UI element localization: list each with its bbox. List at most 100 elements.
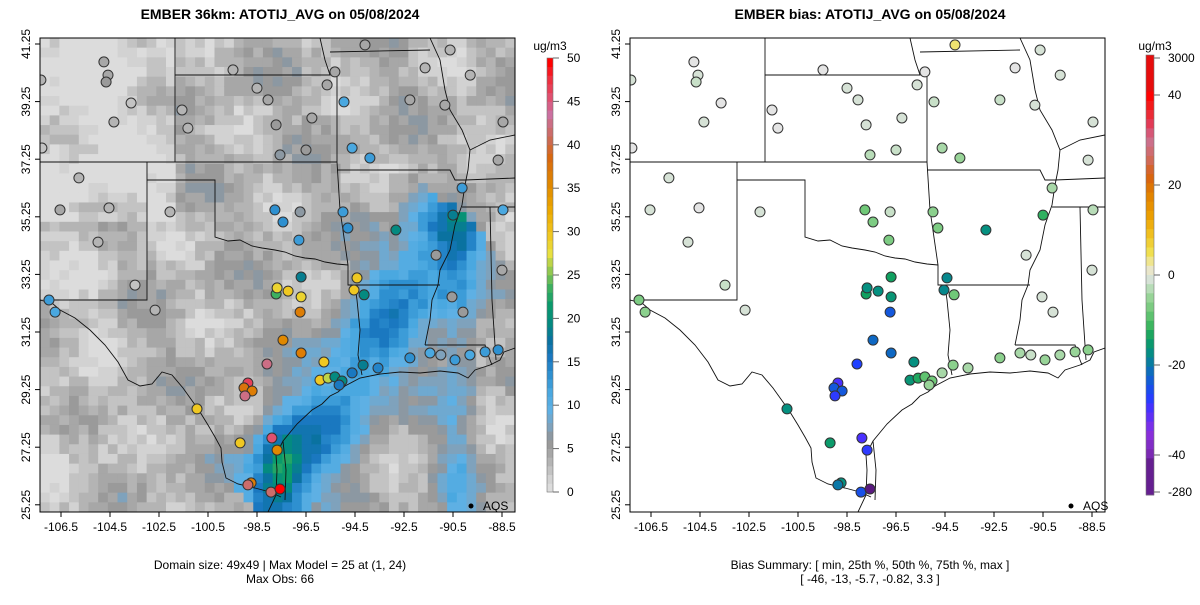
heatmap-cell [330, 241, 342, 252]
heatmap-cell [224, 250, 235, 261]
heatmap-cell [49, 376, 60, 387]
heatmap-cell [330, 308, 342, 320]
heatmap-cell [98, 415, 109, 426]
heatmap-cell [408, 289, 419, 300]
heatmap-cell [418, 105, 429, 116]
heatmap-cell [78, 144, 89, 155]
heatmap-cell [330, 395, 342, 407]
heatmap-cell [136, 192, 148, 203]
heatmap-cell [175, 463, 186, 474]
heatmap-cell [262, 241, 274, 252]
heatmap-cell [369, 47, 380, 58]
heatmap-cell [301, 299, 312, 310]
colorbar-bin [1146, 476, 1154, 487]
heatmap-cell [301, 357, 312, 368]
obs-site-marker [270, 119, 282, 131]
x-tick-label: -96.5 [882, 520, 910, 534]
state-boundary-line [329, 49, 431, 53]
heatmap-cell [398, 405, 409, 416]
heatmap-cell [437, 357, 448, 368]
heatmap-cell [262, 308, 274, 320]
heatmap-cell [340, 328, 351, 339]
heatmap-cell [185, 289, 196, 300]
heatmap-cell [59, 154, 70, 165]
heatmap-cell [369, 444, 380, 455]
heatmap-cell [476, 202, 487, 213]
heatmap-cell [69, 502, 80, 512]
colorbar-bin [1146, 311, 1154, 322]
left-chart-title: EMBER 36km: ATOTIJ_AVG on 05/08/2024 [141, 6, 420, 22]
heatmap-cell [253, 231, 264, 242]
heatmap-cell [40, 328, 51, 339]
heatmap-cell [340, 173, 351, 184]
heatmap-cell [166, 270, 177, 281]
heatmap-cell [340, 115, 351, 126]
heatmap-cell [495, 328, 506, 339]
heatmap-cell [214, 463, 225, 474]
heatmap-cell [156, 289, 167, 300]
bias-site-marker [772, 122, 784, 134]
heatmap-cell [107, 376, 119, 387]
heatmap-cell [321, 125, 332, 136]
colorbar-tick-label: 30 [567, 225, 581, 239]
colorbar-bin [547, 136, 553, 146]
heatmap-cell [476, 57, 487, 68]
heatmap-cell [398, 115, 409, 126]
heatmap-cell [88, 405, 99, 416]
heatmap-cell [253, 289, 264, 300]
heatmap-cell [136, 96, 148, 107]
heatmap-cell [253, 154, 264, 165]
heatmap-cell [117, 357, 128, 368]
heatmap-cell [485, 482, 497, 494]
heatmap-cell [321, 212, 332, 223]
heatmap-cell [447, 115, 458, 126]
heatmap-cell [311, 424, 322, 436]
heatmap-cell [350, 473, 361, 484]
bias-site-marker [1020, 249, 1032, 261]
heatmap-cell [185, 115, 196, 126]
heatmap-cell [282, 134, 293, 145]
heatmap-cell [427, 463, 438, 474]
heatmap-cell [272, 67, 283, 78]
heatmap-cell [117, 434, 128, 445]
heatmap-cell [330, 260, 342, 271]
heatmap-cell [49, 366, 60, 378]
heatmap-cell [136, 444, 148, 455]
bias-site-marker [682, 236, 694, 248]
heatmap-cell [427, 221, 438, 232]
heatmap-cell [59, 347, 70, 358]
obs-site-marker [446, 291, 458, 303]
heatmap-cell [117, 221, 128, 232]
heatmap-cell [253, 434, 264, 445]
heatmap-cell [408, 376, 419, 387]
heatmap-cell [78, 202, 89, 213]
heatmap-cell [224, 57, 235, 68]
bias-site-marker [928, 96, 940, 108]
heatmap-cell [282, 357, 293, 368]
heatmap-cell [350, 192, 361, 203]
heatmap-cell [292, 212, 303, 223]
heatmap-cell [253, 115, 264, 126]
heatmap-cell [359, 299, 371, 310]
heatmap-cell [243, 105, 254, 116]
heatmap-cell [350, 250, 361, 261]
heatmap-cell [262, 473, 274, 484]
heatmap-cell [350, 260, 361, 271]
heatmap-cell [466, 366, 477, 378]
heatmap-cell [78, 473, 89, 484]
heatmap-cell [408, 473, 419, 484]
heatmap-cell [136, 492, 148, 503]
heatmap-cell [214, 202, 225, 213]
colorbar-bin [547, 448, 553, 458]
heatmap-cell [456, 163, 468, 174]
heatmap-cell [369, 299, 380, 310]
heatmap-cell [350, 444, 361, 455]
heatmap-cell [175, 231, 186, 242]
heatmap-cell [466, 318, 477, 329]
heatmap-cell [301, 424, 312, 436]
heatmap-cell [398, 38, 409, 49]
heatmap-cell [330, 115, 342, 126]
obs-site-marker [265, 486, 277, 498]
bias-site-marker [663, 172, 675, 184]
obs-site-marker [439, 99, 451, 111]
